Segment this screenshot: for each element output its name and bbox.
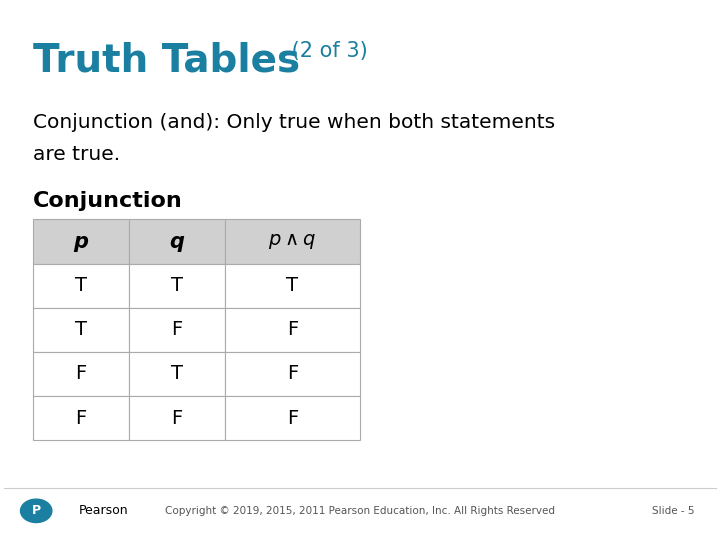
Bar (32, 264, 129, 308)
Text: F: F (75, 364, 86, 383)
Bar (32, 396, 129, 440)
Text: T: T (287, 276, 298, 295)
Text: (2 of 3): (2 of 3) (285, 42, 368, 62)
Text: Copyright © 2019, 2015, 2011 Pearson Education, Inc. All Rights Reserved: Copyright © 2019, 2015, 2011 Pearson Edu… (165, 506, 555, 516)
Text: Conjunction (and): Only true when both statements: Conjunction (and): Only true when both s… (32, 113, 554, 132)
Text: F: F (287, 320, 298, 339)
Text: F: F (287, 364, 298, 383)
Text: Slide - 5: Slide - 5 (652, 506, 695, 516)
Text: F: F (171, 409, 182, 428)
Text: p: p (73, 232, 88, 252)
Bar (225, 219, 360, 264)
Text: are true.: are true. (32, 145, 120, 164)
Bar (129, 219, 225, 264)
Bar (225, 396, 360, 440)
Text: T: T (75, 320, 86, 339)
Text: F: F (75, 409, 86, 428)
Bar (225, 264, 360, 308)
Circle shape (21, 499, 52, 523)
Text: P: P (32, 504, 41, 517)
Text: T: T (75, 276, 86, 295)
Bar (225, 308, 360, 352)
Text: Conjunction: Conjunction (32, 191, 182, 211)
Text: Pearson: Pearson (79, 504, 128, 517)
Bar (32, 219, 129, 264)
Bar (32, 308, 129, 352)
Bar (129, 352, 225, 396)
Text: q: q (169, 232, 184, 252)
Bar (32, 352, 129, 396)
Bar (129, 396, 225, 440)
Text: F: F (171, 320, 182, 339)
Text: F: F (287, 409, 298, 428)
Bar (129, 264, 225, 308)
Text: T: T (171, 364, 183, 383)
Text: $p \wedge q$: $p \wedge q$ (269, 232, 316, 251)
Text: T: T (171, 276, 183, 295)
Bar (225, 352, 360, 396)
Text: Truth Tables: Truth Tables (32, 42, 300, 79)
Bar (129, 308, 225, 352)
